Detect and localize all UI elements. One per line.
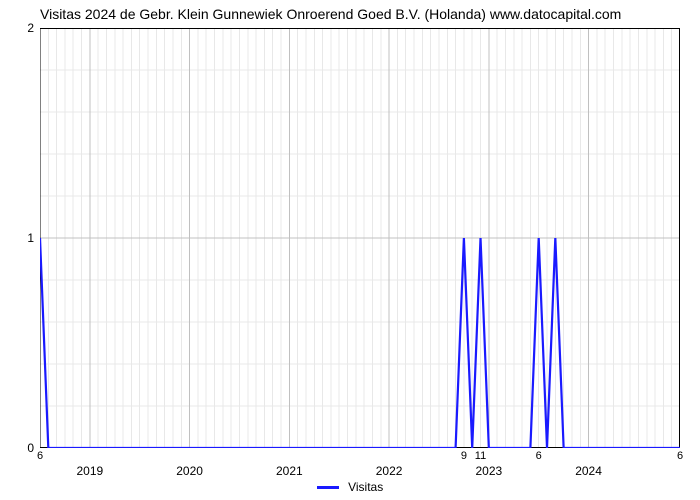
y-tick-label: 2 bbox=[27, 21, 34, 35]
chart-legend: Visitas bbox=[0, 480, 700, 494]
chart-title: Visitas 2024 de Gebr. Klein Gunnewiek On… bbox=[40, 6, 621, 22]
x-year-label: 2021 bbox=[276, 464, 303, 478]
data-point-label: 11 bbox=[475, 450, 486, 462]
chart-container: Visitas 2024 de Gebr. Klein Gunnewiek On… bbox=[0, 0, 700, 500]
plot-area: 012201920202021202220232024691166 bbox=[40, 28, 680, 448]
data-point-label: 6 bbox=[536, 450, 542, 462]
x-year-label: 2024 bbox=[575, 464, 602, 478]
y-tick-label: 0 bbox=[27, 441, 34, 455]
series-line bbox=[40, 238, 680, 448]
legend-swatch bbox=[317, 486, 339, 489]
x-year-label: 2019 bbox=[77, 464, 104, 478]
x-year-label: 2022 bbox=[376, 464, 403, 478]
x-year-label: 2023 bbox=[475, 464, 502, 478]
y-tick-label: 1 bbox=[27, 231, 34, 245]
data-point-label: 6 bbox=[37, 450, 43, 462]
line-chart-svg bbox=[40, 28, 680, 448]
data-point-label: 6 bbox=[677, 450, 683, 462]
data-point-label: 9 bbox=[461, 450, 467, 462]
x-year-label: 2020 bbox=[176, 464, 203, 478]
legend-label: Visitas bbox=[348, 480, 383, 494]
